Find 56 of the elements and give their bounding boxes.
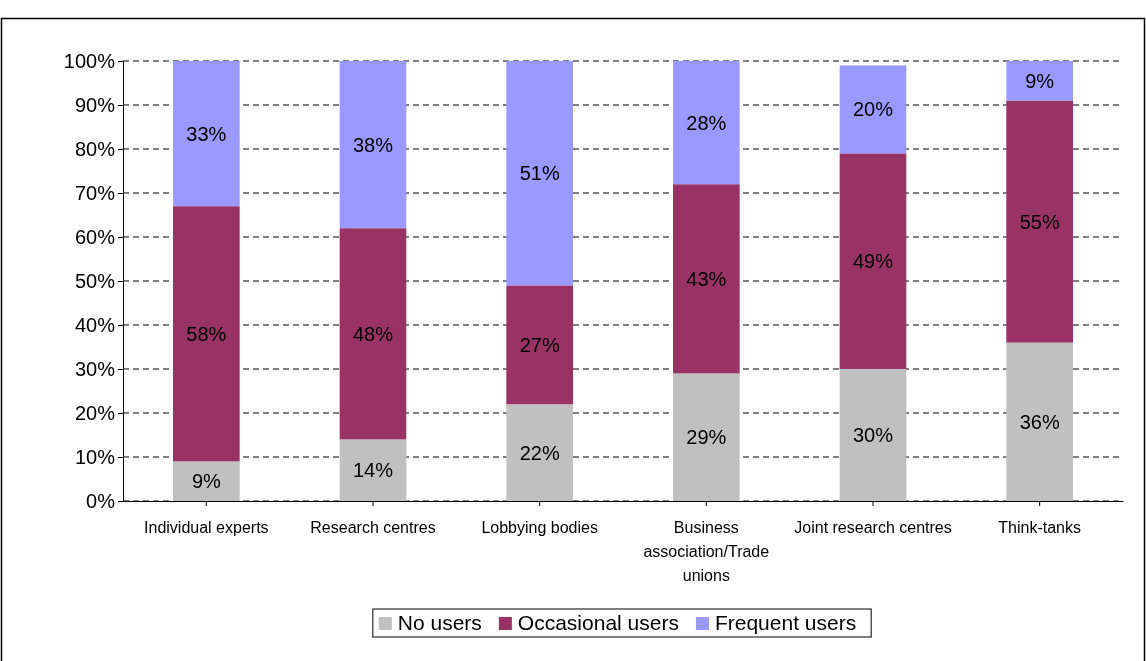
text: 28%	[686, 111, 727, 134]
bar	[173, 206, 240, 462]
bar	[839, 153, 907, 369]
bar	[506, 404, 573, 501]
y-tick-label: 0%	[86, 489, 116, 512]
y-tick-label: 70%	[74, 181, 116, 204]
x-tick-label: Think-tanks	[998, 519, 1082, 536]
text: 20%	[852, 98, 894, 121]
text: 29%	[686, 426, 727, 449]
bar	[673, 373, 740, 501]
y-tick-label: 90%	[74, 93, 116, 116]
text: 49%	[852, 250, 894, 273]
legend-label: Occasional users	[517, 611, 679, 635]
bar	[1006, 100, 1073, 343]
bar	[673, 184, 740, 374]
bar	[173, 61, 240, 207]
text: 36%	[1019, 410, 1060, 433]
text: 38%	[352, 133, 394, 156]
text: 55%	[1019, 210, 1060, 233]
legend-label: No users	[397, 611, 482, 635]
text: 48%	[352, 322, 394, 345]
y-tick-label: 20%	[74, 401, 116, 424]
x-tick-label: Individual experts	[144, 519, 269, 536]
x-tick-label: Lobbying bodies	[481, 519, 598, 536]
bar	[839, 65, 907, 154]
text: 30%	[852, 424, 894, 446]
text: 27%	[519, 333, 560, 356]
text: 58%	[186, 322, 227, 345]
x-tick-label: Business association/Trade unions	[643, 519, 770, 584]
bar	[339, 228, 407, 440]
bar	[339, 439, 407, 501]
text: 33%	[186, 122, 227, 145]
y-tick-label: 50%	[74, 269, 116, 292]
text: 51%	[519, 162, 560, 185]
bar	[506, 61, 573, 286]
bar	[339, 61, 407, 229]
y-tick-label: 40%	[74, 313, 116, 336]
y-tick-label: 100%	[63, 49, 116, 72]
bar	[173, 461, 240, 501]
bar	[1006, 61, 1073, 101]
text: 43%	[686, 267, 727, 290]
bar	[506, 285, 573, 405]
bar	[673, 61, 740, 185]
text: 9%	[1025, 69, 1055, 92]
bar	[1006, 342, 1073, 501]
y-tick-label: 80%	[74, 137, 116, 160]
y-tick-label: 60%	[74, 225, 116, 248]
text: 14%	[352, 459, 394, 482]
x-tick-label: Joint research centres	[794, 519, 952, 536]
legend-label: Frequent users	[714, 611, 857, 635]
x-tick-label: Research centres	[310, 519, 436, 536]
text: 9%	[191, 470, 221, 493]
y-tick-label: 30%	[74, 357, 116, 380]
bar	[839, 369, 907, 501]
y-tick-label: 10%	[74, 445, 116, 468]
text: 22%	[519, 441, 560, 464]
